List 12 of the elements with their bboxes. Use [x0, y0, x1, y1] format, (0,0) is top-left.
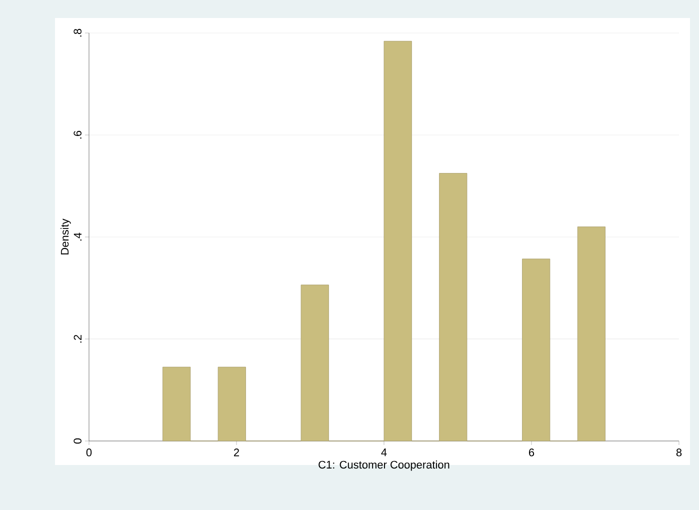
x-tick-label: 8: [676, 448, 682, 456]
x-tick-label: 0: [86, 448, 92, 456]
y-tick-label: .2: [74, 334, 82, 343]
y-tick-label: .8: [74, 28, 82, 37]
y-tick-label: .6: [74, 130, 82, 139]
x-tick-label: 6: [529, 448, 534, 456]
y-tick-label: .4: [74, 232, 82, 241]
y-axis-title: Density: [60, 218, 71, 254]
x-tick-label: 2: [234, 448, 240, 456]
x-tick-label: 4: [381, 448, 387, 456]
x-axis-title: C1: Customer Cooperation: [318, 460, 450, 471]
y-tick-label: 0: [74, 438, 82, 444]
